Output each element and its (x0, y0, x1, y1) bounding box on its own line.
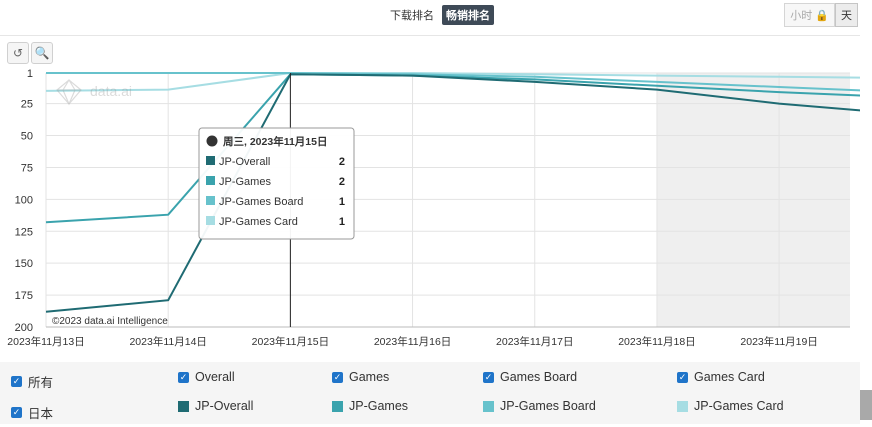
y-tick-label: 75 (21, 162, 33, 174)
tooltip-value: 1 (339, 196, 345, 208)
highlight-region (656, 73, 850, 327)
undo-icon: ↺ (12, 46, 24, 60)
globe-icon (206, 135, 218, 147)
x-tick-label: 2023年11月18日 (618, 335, 695, 348)
hourly-button[interactable]: 小时 🔒 (784, 3, 835, 27)
legend: ✓ 所有 ✓ Overall ✓ Games ✓ Games Board ✓ Games … (0, 362, 860, 424)
zoom-in-icon: 🔍 (34, 46, 50, 60)
filter-label: Games Board (500, 370, 578, 384)
y-tick-label: 175 (15, 290, 33, 302)
watermark-text: data.ai (90, 83, 132, 99)
y-tick-label: 125 (15, 226, 33, 238)
lock-icon: 🔒 (815, 10, 829, 22)
tooltip-value: 2 (339, 156, 345, 168)
checkbox-icon[interactable]: ✓ (677, 371, 688, 383)
tooltip: 周三, 2023年11月15日 JP-Overall 2 JP-Games 2 JP-Ga… (198, 127, 355, 240)
filter-games[interactable]: ✓ Games (332, 370, 389, 384)
x-tick-label: 2023年11月13日 (7, 335, 84, 348)
filter-label: Overall (195, 370, 235, 384)
legend-label: JP-Games Card (694, 399, 784, 413)
tooltip-title: 周三, 2023年11月15日 (223, 135, 327, 148)
series-line-jp-games-card[interactable] (45, 72, 860, 92)
y-tick-label: 50 (21, 131, 33, 143)
tab-downloads[interactable]: 下载排名 (390, 10, 434, 22)
tooltip-swatch (206, 156, 215, 165)
checkbox-icon[interactable]: ✓ (11, 407, 22, 418)
filter-label: 日本 (28, 407, 54, 421)
tab-grossing[interactable]: 畅销排名 (442, 5, 494, 25)
checkbox-icon[interactable]: ✓ (332, 371, 343, 383)
y-tick-label: 200 (15, 322, 33, 334)
header-divider (0, 35, 860, 36)
y-tick-label: 25 (21, 99, 33, 111)
x-tick-label: 2023年11月14日 (129, 335, 206, 348)
watermark: data.ai (56, 78, 132, 106)
legend-label: JP-Games Board (500, 399, 596, 413)
tooltip-swatch (206, 216, 215, 225)
tooltip-box (198, 127, 355, 240)
series-line-jp-overall[interactable] (45, 73, 860, 313)
tooltip-series-label: JP-Games (219, 176, 271, 188)
legend-item-jp-games-card[interactable]: JP-Games Card (677, 399, 784, 413)
filter-games-board[interactable]: ✓ Games Board (483, 370, 577, 384)
watermark-logo-icon (56, 78, 82, 106)
legend-item-jp-games[interactable]: JP-Games (332, 399, 408, 413)
x-tick-label: 2023年11月17日 (496, 335, 573, 348)
legend-label: JP-Overall (195, 399, 254, 413)
filter-label: Games Card (694, 370, 765, 384)
x-tick-label: 2023年11月16日 (374, 335, 451, 348)
x-tick-label: 2023年11月15日 (252, 335, 329, 348)
filter-label: 所有 (28, 376, 54, 390)
tooltip-value: 2 (339, 176, 345, 188)
y-tick-label: 150 (15, 258, 33, 270)
filter-overall[interactable]: ✓ Overall (178, 370, 235, 384)
legend-item-jp-games-board[interactable]: JP-Games Board (483, 399, 596, 413)
x-tick-label: 2023年11月19日 (740, 335, 817, 348)
series-swatch (483, 400, 494, 412)
granularity-switch: 小时 🔒 天 (784, 3, 858, 27)
tooltip-series-label: JP-Games Board (219, 196, 303, 208)
tooltip-swatch (206, 196, 215, 205)
checkbox-icon[interactable]: ✓ (11, 376, 22, 387)
series-line-jp-games[interactable] (45, 73, 860, 224)
chart-mode-tabs: 下载排名 畅销排名 (386, 5, 494, 25)
legend-item-jp-overall[interactable]: JP-Overall (178, 399, 253, 413)
filter-label: Games (349, 370, 390, 384)
checkbox-icon[interactable]: ✓ (483, 371, 494, 383)
hourly-label: 小时 (790, 10, 813, 22)
series-swatch (178, 400, 189, 412)
daily-button[interactable]: 天 (835, 3, 858, 27)
tooltip-swatch (206, 176, 215, 185)
legend-label: JP-Games (349, 399, 409, 413)
series-swatch (332, 400, 343, 412)
series-line-jp-games-board[interactable] (290, 72, 860, 92)
filter-country-japan[interactable]: ✓ 日本 (11, 403, 53, 422)
filter-all[interactable]: ✓ 所有 (11, 372, 53, 391)
tooltip-value: 1 (339, 216, 345, 228)
zoom-in-button[interactable]: 🔍 (31, 42, 53, 64)
filter-games-card[interactable]: ✓ Games Card (677, 370, 765, 384)
y-tick-label: 100 (15, 194, 33, 206)
y-tick-label: 1 (27, 68, 33, 80)
reset-zoom-button[interactable]: ↺ (7, 42, 29, 64)
tooltip-series-label: JP-Games Card (219, 216, 298, 228)
checkbox-icon[interactable]: ✓ (178, 371, 189, 383)
chart-credit: ©2023 data.ai Intelligence (52, 316, 168, 327)
tooltip-series-label: JP-Overall (219, 156, 270, 168)
series-swatch (677, 400, 688, 412)
scroll-top-button[interactable] (860, 390, 872, 420)
